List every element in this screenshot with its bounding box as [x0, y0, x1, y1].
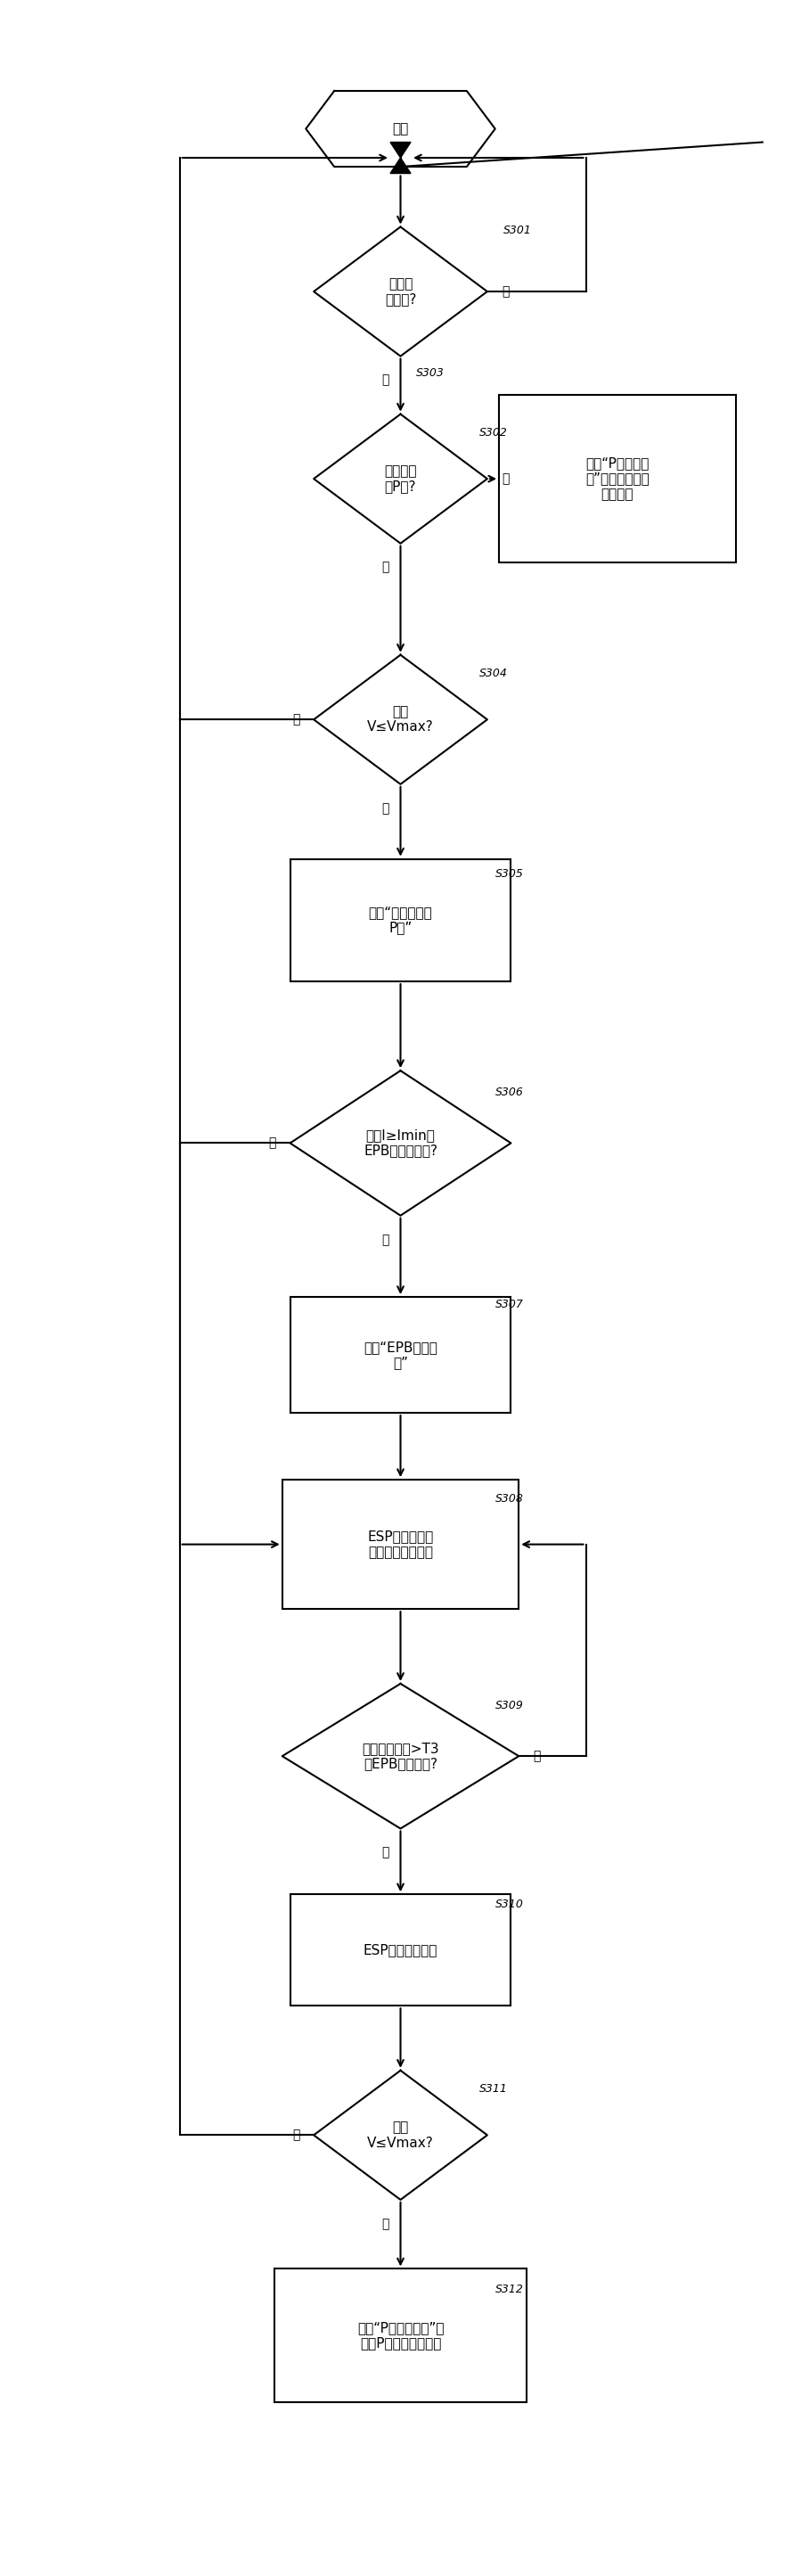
Text: 发送“EPB拉起命
令”: 发送“EPB拉起命 令” [364, 1340, 437, 1370]
Text: 是: 是 [381, 2218, 388, 2231]
Text: S310: S310 [495, 1899, 524, 1909]
Text: S301: S301 [503, 224, 531, 237]
Text: 车速
V≤Vmax?: 车速 V≤Vmax? [367, 706, 434, 734]
Text: 发送“P档解锁命
令”，并发送相应
目标档位: 发送“P档解锁命 令”，并发送相应 目标档位 [586, 456, 650, 500]
Text: 坡度I≥Imin且
EPB系统无故障?: 坡度I≥Imin且 EPB系统无故障? [364, 1128, 437, 1157]
Text: S303: S303 [417, 366, 445, 379]
Text: 是: 是 [381, 801, 388, 814]
Text: 否: 否 [292, 714, 300, 726]
Text: 否: 否 [501, 286, 509, 299]
Text: S305: S305 [495, 868, 524, 881]
Polygon shape [390, 142, 411, 157]
Text: 静止保持时间>T3
或EPB完全拉起?: 静止保持时间>T3 或EPB完全拉起? [362, 1741, 439, 1770]
Text: 开始: 开始 [392, 121, 409, 137]
Text: 否: 否 [268, 1136, 276, 1149]
Text: 发送“目标档位为
P档”: 发送“目标档位为 P档” [368, 907, 433, 935]
Bar [290, 858, 511, 981]
Text: 是: 是 [381, 374, 388, 386]
Text: S309: S309 [495, 1700, 524, 1710]
Text: S308: S308 [495, 1492, 524, 1504]
Text: 否: 否 [501, 471, 509, 484]
Bar [274, 2269, 527, 2403]
Text: 是: 是 [381, 1234, 388, 1247]
Text: 车速
V≤Vmax?: 车速 V≤Vmax? [367, 2120, 434, 2148]
Text: 否: 否 [533, 1749, 541, 1762]
Text: 是: 是 [381, 562, 388, 574]
Text: ESP系统进行保
压，保证车辆静止: ESP系统进行保 压，保证车辆静止 [368, 1530, 433, 1558]
Text: S311: S311 [479, 2084, 508, 2094]
Text: 当前档位
为P档?: 当前档位 为P档? [384, 464, 417, 492]
Text: S307: S307 [495, 1298, 524, 1311]
Bar [290, 1893, 511, 2007]
Text: 是: 是 [381, 1847, 388, 1860]
Text: S302: S302 [479, 428, 508, 438]
Text: 发送“P档锁止命令”，
控制P档处于锁止状态: 发送“P档锁止命令”， 控制P档处于锁止状态 [357, 2321, 444, 2349]
Text: S312: S312 [495, 2285, 524, 2295]
Text: S304: S304 [479, 667, 508, 680]
Text: ESP系统停止保压: ESP系统停止保压 [364, 1942, 437, 1958]
Bar [282, 1479, 519, 1610]
Text: S306: S306 [495, 1087, 524, 1097]
Text: 否: 否 [292, 2128, 300, 2141]
Bar [290, 1296, 511, 1412]
Polygon shape [390, 157, 411, 173]
Bar [499, 394, 735, 562]
Text: 收到档
位信号?: 收到档 位信号? [384, 278, 417, 307]
